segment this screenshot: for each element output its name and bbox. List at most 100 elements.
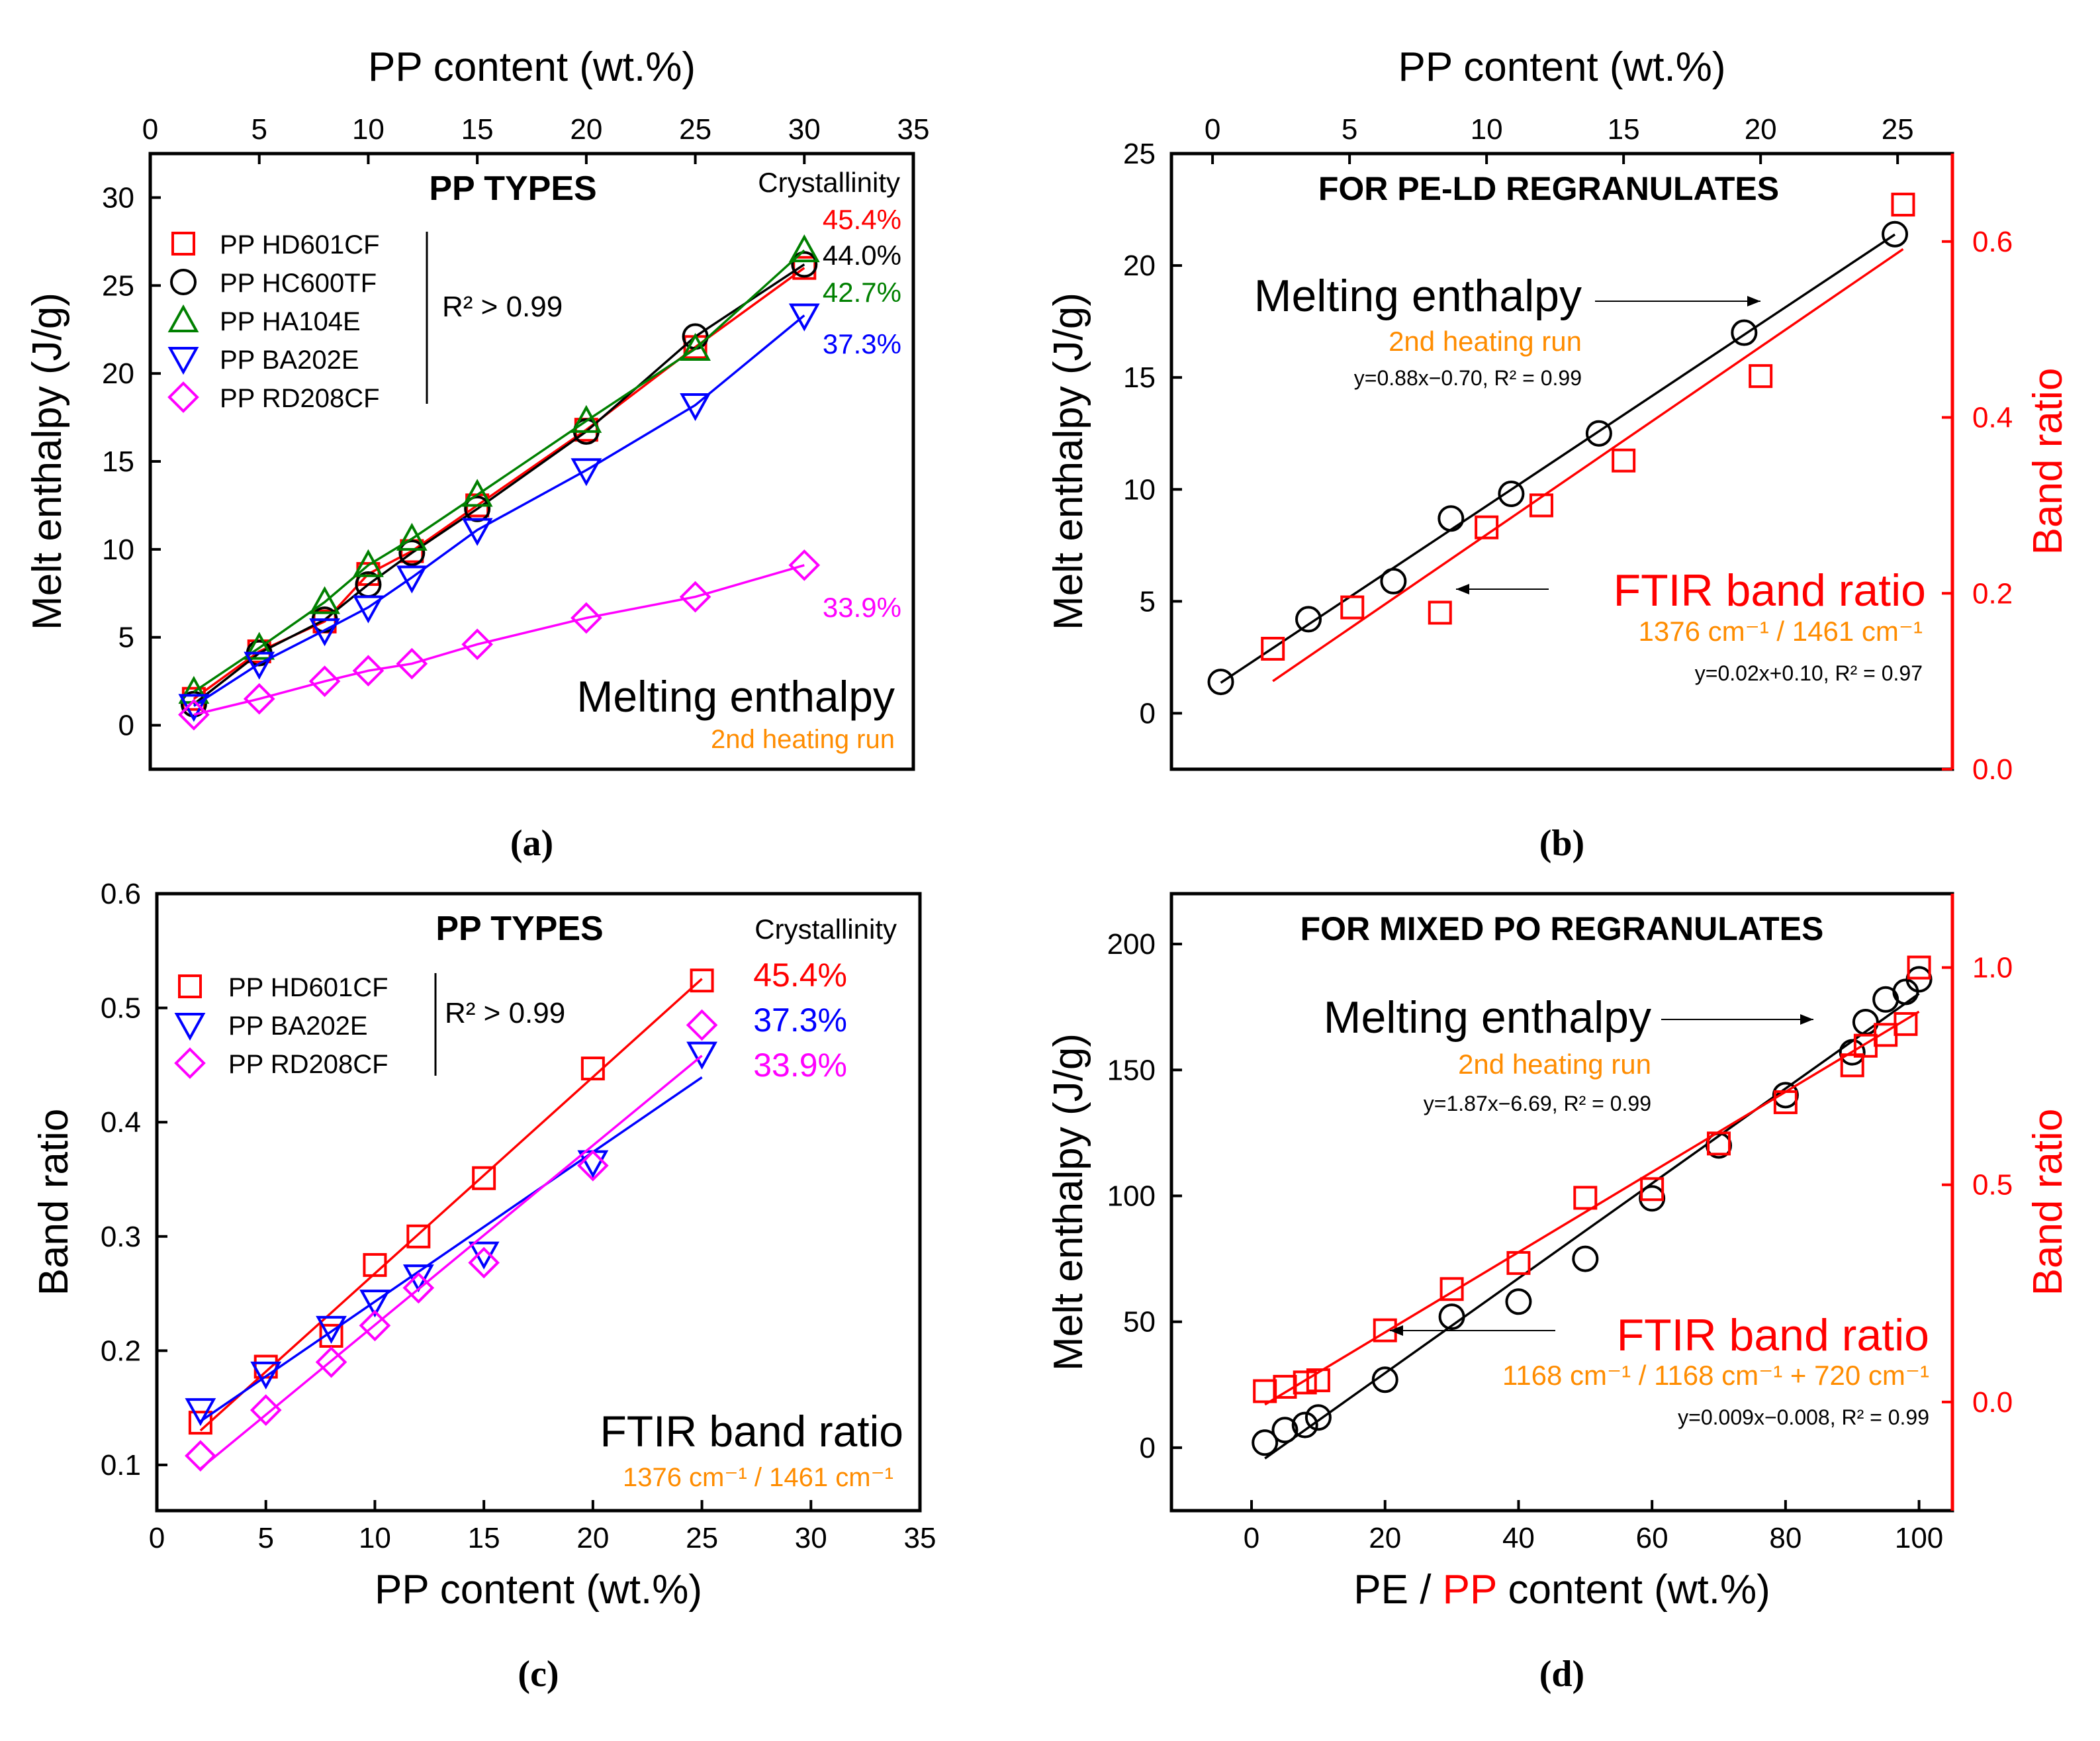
x-tick-label: 10 — [352, 113, 385, 146]
fit-line — [199, 1076, 703, 1423]
data-point — [1840, 1053, 1864, 1078]
y2-tick-label: 0.0 — [1972, 1386, 2013, 1419]
y-tick-label: 15 — [1123, 361, 1156, 394]
data-point — [1749, 364, 1773, 389]
data-point — [1640, 1177, 1665, 1201]
data-point — [1506, 1250, 1531, 1275]
x-tick-label: 60 — [1636, 1522, 1668, 1554]
data-point — [1261, 636, 1285, 661]
y-tick-label: 100 — [1107, 1180, 1156, 1212]
x-tick-label: 20 — [1745, 113, 1777, 146]
data-point — [178, 698, 210, 731]
crystallinity-header: Crystallinity — [758, 167, 900, 198]
data-point — [185, 1398, 216, 1427]
annotation-main: Melting enthalpy — [576, 672, 895, 721]
y-tick-label: 0 — [1140, 697, 1156, 729]
annotation-arrow-head — [1390, 1325, 1403, 1336]
fit-line — [199, 978, 703, 1432]
x-axis-title-part: PP — [1443, 1567, 1497, 1613]
y-axis-title: Melt enthalpy (J/g) — [1046, 293, 1091, 630]
x-axis-title: PP content (wt.%) — [368, 44, 696, 90]
data-point — [363, 1252, 387, 1277]
data-point — [1295, 606, 1322, 633]
data-point — [244, 651, 275, 680]
chart-title: FOR MIXED PO REGRANULATES — [1301, 910, 1824, 947]
annotation-arrow-head — [1747, 296, 1760, 306]
data-point — [464, 495, 491, 522]
fit-equation: y=0.88x−0.70, R² = 0.99 — [1354, 366, 1582, 390]
annotation-main: Melting enthalpy — [1324, 992, 1651, 1043]
data-point — [1839, 1039, 1866, 1066]
annotation-main: Melting enthalpy — [1254, 271, 1582, 321]
x-tick-label: 20 — [570, 113, 602, 146]
legend-label: PP HD601CF — [220, 230, 380, 259]
crystallinity-value: 33.9% — [753, 1047, 847, 1084]
crystallinity-value: 45.4% — [823, 204, 901, 235]
data-point — [1498, 481, 1525, 508]
series-line — [193, 249, 805, 693]
y-tick-label: 25 — [1123, 138, 1156, 170]
data-point — [352, 655, 385, 687]
x-axis-title: PP content (wt.%) — [375, 1567, 702, 1613]
y-tick-label: 20 — [102, 357, 134, 390]
legend-marker — [167, 347, 199, 375]
data-point — [359, 1309, 391, 1342]
data-point — [1894, 1012, 1918, 1036]
chart-title: PP TYPES — [435, 910, 603, 948]
data-point — [316, 1315, 347, 1344]
data-point — [402, 1264, 434, 1293]
crystallinity-value: 33.9% — [823, 592, 901, 623]
x-tick-label: 5 — [251, 113, 267, 146]
legend-label: PP RD208CF — [228, 1050, 388, 1079]
data-point — [396, 565, 428, 594]
series-pp-hd601cf — [188, 968, 714, 1435]
chart-panel-a: 0 5 10 15 20 25 30 35 0 5 10 15 20 25 30 Melt enthalpy … — [24, 44, 929, 864]
y-tick-label: 30 — [102, 181, 134, 214]
data-point — [788, 549, 821, 581]
x-tick-label: 20 — [1369, 1522, 1401, 1554]
y-tick-label: 0.5 — [101, 992, 141, 1025]
legend-marker — [171, 232, 195, 256]
fit-line — [1220, 233, 1896, 684]
data-point — [580, 1057, 605, 1081]
data-point — [250, 1394, 282, 1426]
y-tick-label: 0.6 — [101, 878, 141, 910]
annotation-sub: 2nd heating run — [1389, 326, 1582, 357]
data-point — [1907, 955, 1931, 980]
annotation-sub: 1376 cm⁻¹ / 1461 cm⁻¹ — [623, 1463, 893, 1492]
data-point — [315, 1346, 347, 1378]
data-point — [468, 1247, 500, 1279]
y-tick-label: 25 — [102, 269, 134, 302]
legend-label: PP BA202E — [228, 1012, 368, 1041]
y-tick-label: 0 — [118, 710, 134, 742]
chart-panel-c: 0 5 10 15 20 25 30 35 0.1 0.2 0.3 0.4 0.5 0.6 Band rat… — [31, 878, 936, 1695]
y-tick-label: 0.2 — [101, 1335, 141, 1367]
chart-panel-d: 0 20 40 60 80 100 0 50 100 150 200 0.0 0.5 1.0 Band ra… — [1046, 892, 2071, 1695]
data-point — [686, 1009, 718, 1041]
series-pp-rd208cf — [185, 1009, 718, 1472]
crystallinity-value: 37.3% — [753, 1002, 847, 1039]
x-tick-label: 0 — [1244, 1522, 1259, 1554]
y2-tick-label: 0.6 — [1972, 226, 2013, 258]
data-point — [244, 632, 275, 660]
fit-line — [1272, 248, 1904, 682]
data-point — [243, 682, 275, 715]
series-ftir-band-ratio — [1261, 193, 1915, 682]
series-melting-enthalpy — [1207, 220, 1909, 696]
y2-tick-label: 0.5 — [1972, 1169, 2013, 1201]
legend-marker — [167, 304, 199, 332]
plot-frame — [155, 892, 922, 1513]
crystallinity-value: 42.7% — [823, 277, 901, 308]
fit-equation: y=0.009x−0.008, R² = 0.99 — [1678, 1405, 1929, 1429]
data-point — [461, 479, 493, 507]
x-tick-label: 30 — [788, 113, 821, 146]
x-tick-label: 40 — [1502, 1522, 1535, 1554]
legend-label: PP RD208CF — [220, 384, 380, 413]
data-point — [791, 251, 818, 278]
y-tick-label: 200 — [1107, 928, 1156, 961]
data-point — [1293, 1370, 1317, 1395]
y-tick-label: 10 — [1123, 473, 1156, 506]
annotation-ftir-sub: 1376 cm⁻¹ / 1461 cm⁻¹ — [1639, 616, 1923, 647]
y2-axis-title: Band ratio — [2025, 368, 2071, 555]
data-point — [1439, 1277, 1464, 1301]
